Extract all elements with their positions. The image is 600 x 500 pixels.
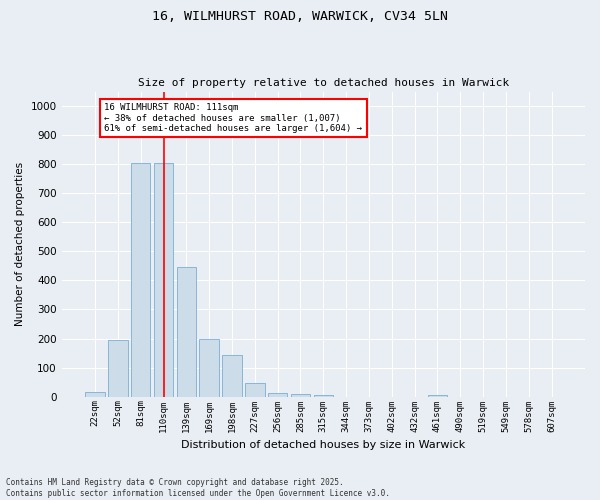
Bar [199,339,219,396]
Bar [268,393,287,396]
Bar [131,162,151,396]
Bar [108,340,128,396]
Text: 16 WILMHURST ROAD: 111sqm
← 38% of detached houses are smaller (1,007)
61% of se: 16 WILMHURST ROAD: 111sqm ← 38% of detac… [104,103,362,133]
Bar [85,392,105,396]
Bar [222,355,242,397]
Bar [245,382,265,396]
X-axis label: Distribution of detached houses by size in Warwick: Distribution of detached houses by size … [181,440,466,450]
Bar [291,394,310,396]
Bar [176,268,196,396]
Bar [154,162,173,396]
Text: 16, WILMHURST ROAD, WARWICK, CV34 5LN: 16, WILMHURST ROAD, WARWICK, CV34 5LN [152,10,448,23]
Bar [428,394,447,396]
Bar [314,394,333,396]
Text: Contains HM Land Registry data © Crown copyright and database right 2025.
Contai: Contains HM Land Registry data © Crown c… [6,478,390,498]
Title: Size of property relative to detached houses in Warwick: Size of property relative to detached ho… [137,78,509,88]
Y-axis label: Number of detached properties: Number of detached properties [15,162,25,326]
